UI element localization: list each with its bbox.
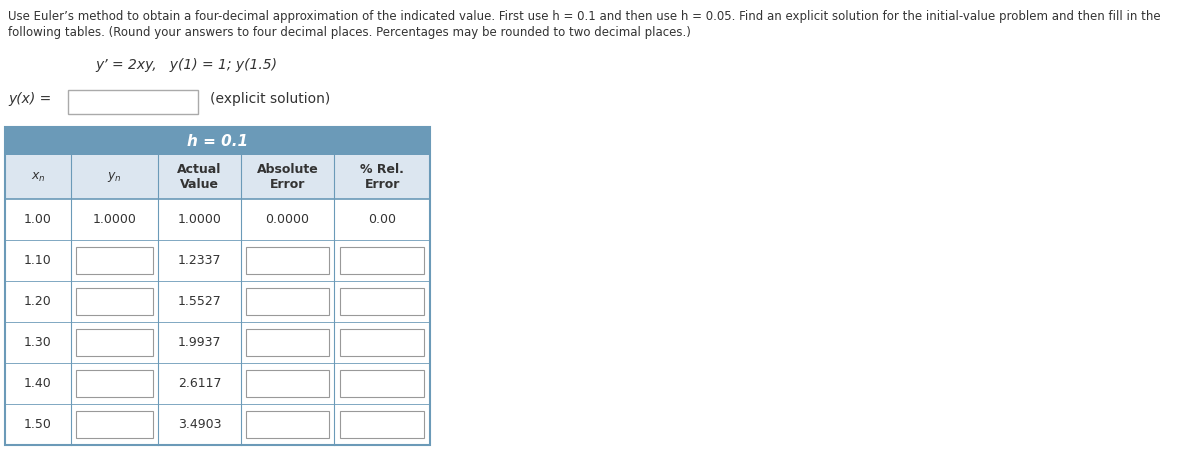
Text: 1.50: 1.50 <box>24 418 52 431</box>
Bar <box>340 370 425 396</box>
Text: 1.20: 1.20 <box>24 295 52 308</box>
Text: Actual
Value: Actual Value <box>178 163 222 191</box>
Bar <box>340 288 425 315</box>
Text: 1.5527: 1.5527 <box>178 295 221 308</box>
Text: 0.00: 0.00 <box>368 213 396 226</box>
Text: 3.4903: 3.4903 <box>178 418 221 431</box>
Bar <box>76 370 152 396</box>
Bar <box>246 288 329 315</box>
Text: h = 0.1: h = 0.1 <box>187 134 248 149</box>
Bar <box>340 411 425 437</box>
Text: $x_n$: $x_n$ <box>30 171 46 184</box>
Bar <box>76 411 152 437</box>
Bar <box>76 248 152 274</box>
Bar <box>5 127 430 155</box>
Bar <box>246 248 329 274</box>
Text: y(x) =: y(x) = <box>8 92 52 106</box>
Text: Absolute
Error: Absolute Error <box>257 163 318 191</box>
Bar <box>246 329 329 356</box>
Bar <box>340 248 425 274</box>
Text: (explicit solution): (explicit solution) <box>210 92 330 106</box>
Text: $y_n$: $y_n$ <box>107 170 121 184</box>
Text: 1.0000: 1.0000 <box>178 213 221 226</box>
Bar <box>340 329 425 356</box>
Text: 1.2337: 1.2337 <box>178 254 221 267</box>
Bar <box>5 155 430 199</box>
Text: 1.00: 1.00 <box>24 213 52 226</box>
Text: 1.30: 1.30 <box>24 336 52 349</box>
Bar <box>246 411 329 437</box>
Text: 1.10: 1.10 <box>24 254 52 267</box>
Bar <box>68 90 198 114</box>
Text: following tables. (Round your answers to four decimal places. Percentages may be: following tables. (Round your answers to… <box>8 26 691 39</box>
Text: 2.6117: 2.6117 <box>178 377 221 390</box>
Text: 0.0000: 0.0000 <box>265 213 310 226</box>
Text: y’ = 2xy,   y(1) = 1; y(1.5): y’ = 2xy, y(1) = 1; y(1.5) <box>95 58 277 72</box>
Bar <box>246 370 329 396</box>
Bar <box>76 288 152 315</box>
Bar <box>76 329 152 356</box>
Text: % Rel.
Error: % Rel. Error <box>360 163 404 191</box>
Text: Use Euler’s method to obtain a four-decimal approximation of the indicated value: Use Euler’s method to obtain a four-deci… <box>8 10 1160 23</box>
Text: 1.40: 1.40 <box>24 377 52 390</box>
Text: 1.0000: 1.0000 <box>92 213 137 226</box>
Bar <box>5 127 430 445</box>
Text: 1.9937: 1.9937 <box>178 336 221 349</box>
